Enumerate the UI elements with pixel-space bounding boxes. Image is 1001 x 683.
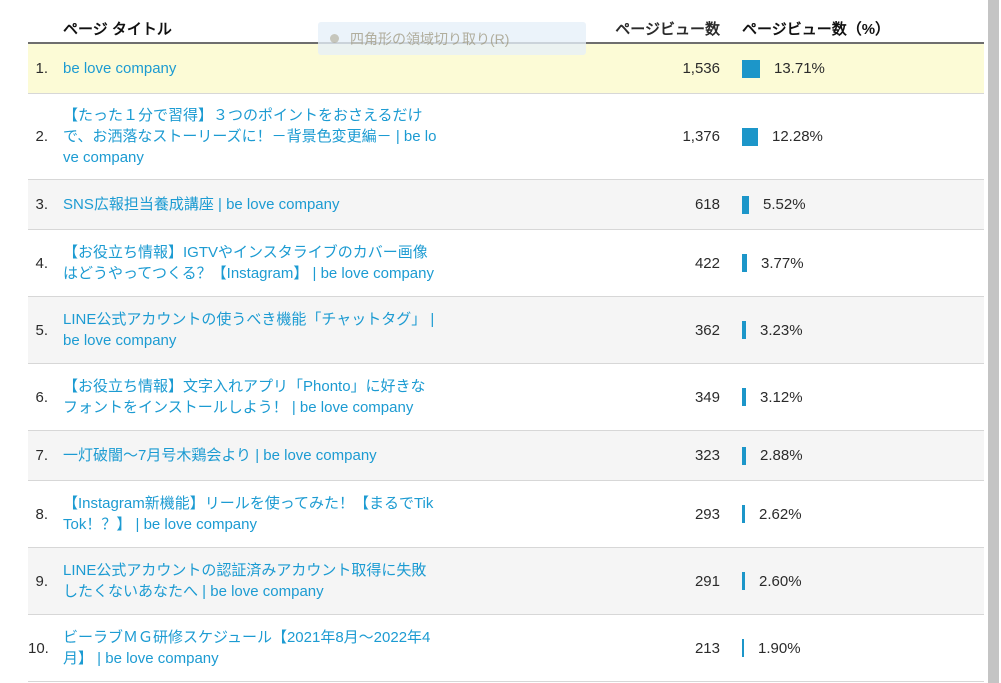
table-row: 5. LINE公式アカウントの使うべき機能「チャットタグ」 | be love c… — [28, 297, 984, 364]
row-rank: 3. — [35, 196, 48, 213]
page-title-link[interactable]: SNS広報担当養成講座 | be love company — [63, 196, 340, 213]
pct-value: 2.60% — [759, 572, 802, 590]
row-rank: 6. — [35, 388, 48, 406]
column-header-pageviews[interactable]: ページビュー数 — [615, 21, 720, 38]
row-rank: 4. — [35, 254, 48, 272]
row-rank: 10. — [28, 639, 49, 657]
pct-value: 1.90% — [758, 639, 801, 657]
pageviews-value: 291 — [694, 572, 720, 590]
pct-bar — [742, 59, 760, 78]
pageviews-value: 1,536 — [682, 60, 720, 77]
pct-value: 3.23% — [760, 321, 803, 339]
pageviews-value: 349 — [694, 388, 720, 406]
scrollbar-thumb[interactable] — [988, 0, 999, 683]
column-header-pageviews-pct[interactable]: ページビュー数（%） — [742, 21, 891, 38]
table-row: 3. SNS広報担当養成講座 | be love company 618 5.5… — [28, 180, 984, 230]
snipping-tooltip-label: 四角形の領域切り取り(R) — [350, 30, 510, 47]
page-title-link[interactable]: 【たった１分で習得】３つのポイントをおさえるだけ で、お洒落なストーリーズに！－背… — [63, 107, 437, 166]
page-title-link[interactable]: 【Instagram新機能】リールを使ってみた！【まるでTik Tok！？】 | … — [63, 495, 434, 533]
table-row: 9. LINE公式アカウントの認証済みアカウント取得に失敗 したくないあなたへ |… — [28, 548, 984, 615]
pct-bar — [742, 639, 744, 657]
pct-value: 12.28% — [772, 128, 823, 145]
pages-report-table: ページ タイトル ページビュー数 ページビュー数（%） 1. be love c… — [28, 15, 984, 682]
page-title-link[interactable]: be love company — [63, 60, 177, 77]
pct-bar — [742, 127, 758, 146]
pageviews-value: 323 — [694, 447, 720, 464]
table-body: 1. be love company 1,536 13.71% 2. 【たった１… — [28, 44, 984, 682]
pct-bar — [742, 505, 745, 523]
pct-value: 2.88% — [760, 447, 803, 464]
row-rank: 8. — [35, 505, 48, 523]
record-dot-icon — [330, 34, 339, 43]
pct-value: 3.77% — [761, 254, 804, 272]
row-rank: 1. — [35, 60, 48, 77]
pct-bar — [742, 195, 749, 214]
table-row: 4. 【お役立ち情報】IGTVやインスタライブのカバー画像 はどうやってつくる？【… — [28, 230, 984, 297]
table-row: 7. 一灯破闇～7月号木鶏会より | be love company 323 2… — [28, 431, 984, 481]
table-row: 6. 【お役立ち情報】文字入れアプリ「Phonto」に好きな フォントをインストー… — [28, 364, 984, 431]
pct-bar — [742, 446, 746, 465]
pageviews-value: 618 — [694, 196, 720, 213]
pct-bar — [742, 254, 747, 272]
pct-value: 3.12% — [760, 388, 803, 406]
row-rank: 2. — [35, 128, 48, 145]
column-header-page-title[interactable]: ページ タイトル — [63, 21, 172, 38]
vertical-scrollbar[interactable] — [985, 0, 1001, 683]
row-rank: 7. — [35, 447, 48, 464]
row-rank: 9. — [35, 572, 48, 590]
pct-bar — [742, 321, 746, 339]
page-title-link[interactable]: 一灯破闇～7月号木鶏会より | be love company — [63, 447, 377, 464]
page-title-link[interactable]: 【お役立ち情報】文字入れアプリ「Phonto」に好きな フォントをインストールしよ… — [63, 378, 426, 416]
page-title-link[interactable]: LINE公式アカウントの認証済みアカウント取得に失敗 したくないあなたへ | be… — [63, 562, 427, 600]
pct-value: 13.71% — [774, 60, 825, 77]
table-row: 2. 【たった１分で習得】３つのポイントをおさえるだけ で、お洒落なストーリーズに… — [28, 94, 984, 180]
pct-bar — [742, 572, 745, 590]
pageviews-value: 422 — [694, 254, 720, 272]
pct-value: 5.52% — [763, 196, 806, 213]
row-rank: 5. — [35, 321, 48, 339]
table-row: 10. ビーラブＭＧ研修スケジュール【2021年8月～2022年4 月】 | be… — [28, 615, 984, 682]
page-title-link[interactable]: 【お役立ち情報】IGTVやインスタライブのカバー画像 はどうやってつくる？【Ins… — [63, 244, 434, 282]
pageviews-value: 1,376 — [682, 128, 720, 145]
table-row: 8. 【Instagram新機能】リールを使ってみた！【まるでTik Tok！？】… — [28, 481, 984, 548]
pct-bar — [742, 388, 746, 406]
page-title-link[interactable]: ビーラブＭＧ研修スケジュール【2021年8月～2022年4 月】 | be lov… — [63, 629, 431, 667]
pageviews-value: 293 — [694, 505, 720, 523]
pct-value: 2.62% — [759, 505, 802, 523]
pageviews-value: 213 — [694, 639, 720, 657]
snipping-tool-tooltip: 四角形の領域切り取り(R) — [318, 22, 586, 55]
pageviews-value: 362 — [694, 321, 720, 339]
page-title-link[interactable]: LINE公式アカウントの使うべき機能「チャットタグ」 | be love comp… — [63, 311, 435, 349]
